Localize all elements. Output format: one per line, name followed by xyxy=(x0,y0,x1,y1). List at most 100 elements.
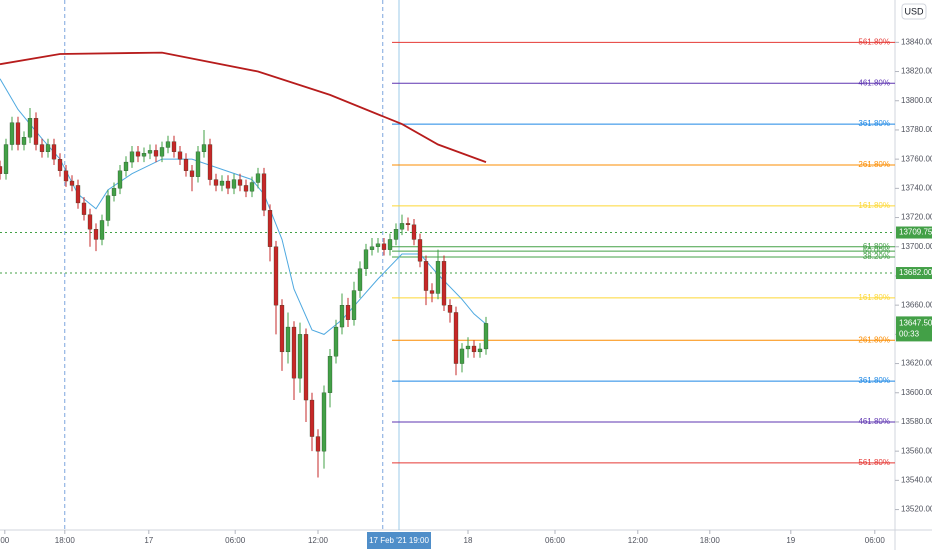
candle-body xyxy=(261,173,267,211)
candle-body xyxy=(63,170,69,182)
candle-body xyxy=(15,122,21,145)
candle-body xyxy=(117,170,123,189)
x-tick-label: 18:00 xyxy=(55,536,76,545)
y-tick-label: 13580.00 xyxy=(901,417,932,426)
x-tick-label: 19 xyxy=(786,536,795,545)
candle-body xyxy=(423,261,429,291)
candle-body xyxy=(57,158,63,171)
candle-body xyxy=(411,224,417,240)
candle-body xyxy=(231,179,237,189)
fib-label: 361.80% xyxy=(858,119,890,128)
candle-body xyxy=(417,239,423,262)
candle-body xyxy=(399,223,405,230)
price-line-label-box xyxy=(896,267,932,280)
candle-body xyxy=(381,243,387,250)
fib-label: 50.00% xyxy=(863,246,890,255)
candle-body xyxy=(249,182,255,192)
y-tick-label: 13700.00 xyxy=(901,242,932,251)
candle-body xyxy=(225,180,231,189)
candle-body xyxy=(345,305,351,320)
candle-body xyxy=(339,305,345,328)
candle-body xyxy=(81,202,87,215)
x-tick-label: 06:00 xyxy=(225,536,246,545)
y-tick-label: 13820.00 xyxy=(901,67,932,76)
candle-body xyxy=(171,141,177,152)
candle-body xyxy=(321,392,327,452)
candle-body xyxy=(45,144,51,152)
fib-label: 461.80% xyxy=(858,417,890,426)
candle-body xyxy=(363,249,369,269)
candle-body xyxy=(213,179,219,186)
price-line-label: 13682.00 xyxy=(899,268,932,277)
fib-label: 461.80% xyxy=(858,78,890,87)
candle-body xyxy=(333,326,339,357)
candle-body xyxy=(453,312,459,364)
candle-body xyxy=(393,229,399,240)
y-tick-label: 13720.00 xyxy=(901,213,932,222)
candle-body xyxy=(141,153,147,157)
countdown-label: 00:33 xyxy=(899,330,920,339)
candle-body xyxy=(459,348,465,364)
x-tick-label: 17 xyxy=(144,536,153,545)
candle-body xyxy=(237,179,243,186)
currency-badge[interactable] xyxy=(901,3,927,20)
indicator-line xyxy=(0,51,487,163)
y-tick-label: 13540.00 xyxy=(901,475,932,484)
candle-body xyxy=(471,345,477,353)
candle-body xyxy=(39,144,45,152)
candle-body xyxy=(129,151,135,163)
x-tick-label: 06:00 xyxy=(545,536,566,545)
candle-body xyxy=(387,239,393,250)
candle-body xyxy=(429,290,435,294)
candle-body xyxy=(75,185,81,204)
x-tick-label: 06:00 xyxy=(865,536,886,545)
y-tick-label: 13740.00 xyxy=(901,183,932,192)
candle-body xyxy=(291,326,297,379)
fib-label: 561.80% xyxy=(858,37,890,46)
candle-body xyxy=(105,195,111,221)
indicator-line xyxy=(0,78,487,335)
price-line-label-box xyxy=(896,226,932,239)
y-tick-label: 13520.00 xyxy=(901,505,932,514)
price-line-label: 13709.75 xyxy=(899,228,932,237)
candle-body xyxy=(207,144,213,180)
x-tick-label: 18:00 xyxy=(700,536,721,545)
y-tick-label: 13840.00 xyxy=(901,37,932,46)
candle-body xyxy=(375,243,381,247)
axes: 13520.00 13540.00 13560.00 13580.00 13600.00… xyxy=(0,37,932,549)
candle-body xyxy=(309,399,315,437)
candle-body xyxy=(369,246,375,250)
candle-body xyxy=(279,305,285,353)
candle-body xyxy=(177,151,183,160)
candle-body xyxy=(183,158,189,171)
x-tick-label: 12:00 xyxy=(628,536,649,545)
candle-body xyxy=(159,147,165,157)
candle-body xyxy=(273,246,279,306)
last-price-box xyxy=(896,316,932,342)
y-tick-label: 13800.00 xyxy=(901,96,932,105)
candle-body xyxy=(9,122,15,145)
x-tick-label: 12:00 xyxy=(308,536,329,545)
y-tick-label: 13620.00 xyxy=(901,359,932,368)
candle-body xyxy=(219,180,225,186)
x-tick-label: 18 xyxy=(464,536,473,545)
y-tick-label: 13780.00 xyxy=(901,125,932,134)
candle-body xyxy=(243,185,249,192)
candle-body xyxy=(351,290,357,320)
candle-body xyxy=(3,144,9,174)
candle-body xyxy=(297,334,303,379)
y-tick-label: 13560.00 xyxy=(901,446,932,455)
candle-body xyxy=(27,118,33,138)
crosshair-label: 17 Feb '21 19:00 xyxy=(369,536,429,545)
currency: USD xyxy=(904,6,924,16)
candle-body xyxy=(435,261,441,294)
candle-body xyxy=(201,144,207,152)
candle-body xyxy=(123,161,129,171)
fib-label: 161.80% xyxy=(858,293,890,302)
candle-body xyxy=(165,141,171,148)
fib-label: 261.80% xyxy=(858,335,890,344)
candle-body xyxy=(69,180,75,186)
candle-body xyxy=(189,170,195,177)
candle-body xyxy=(483,323,489,350)
candle-body xyxy=(285,326,291,353)
